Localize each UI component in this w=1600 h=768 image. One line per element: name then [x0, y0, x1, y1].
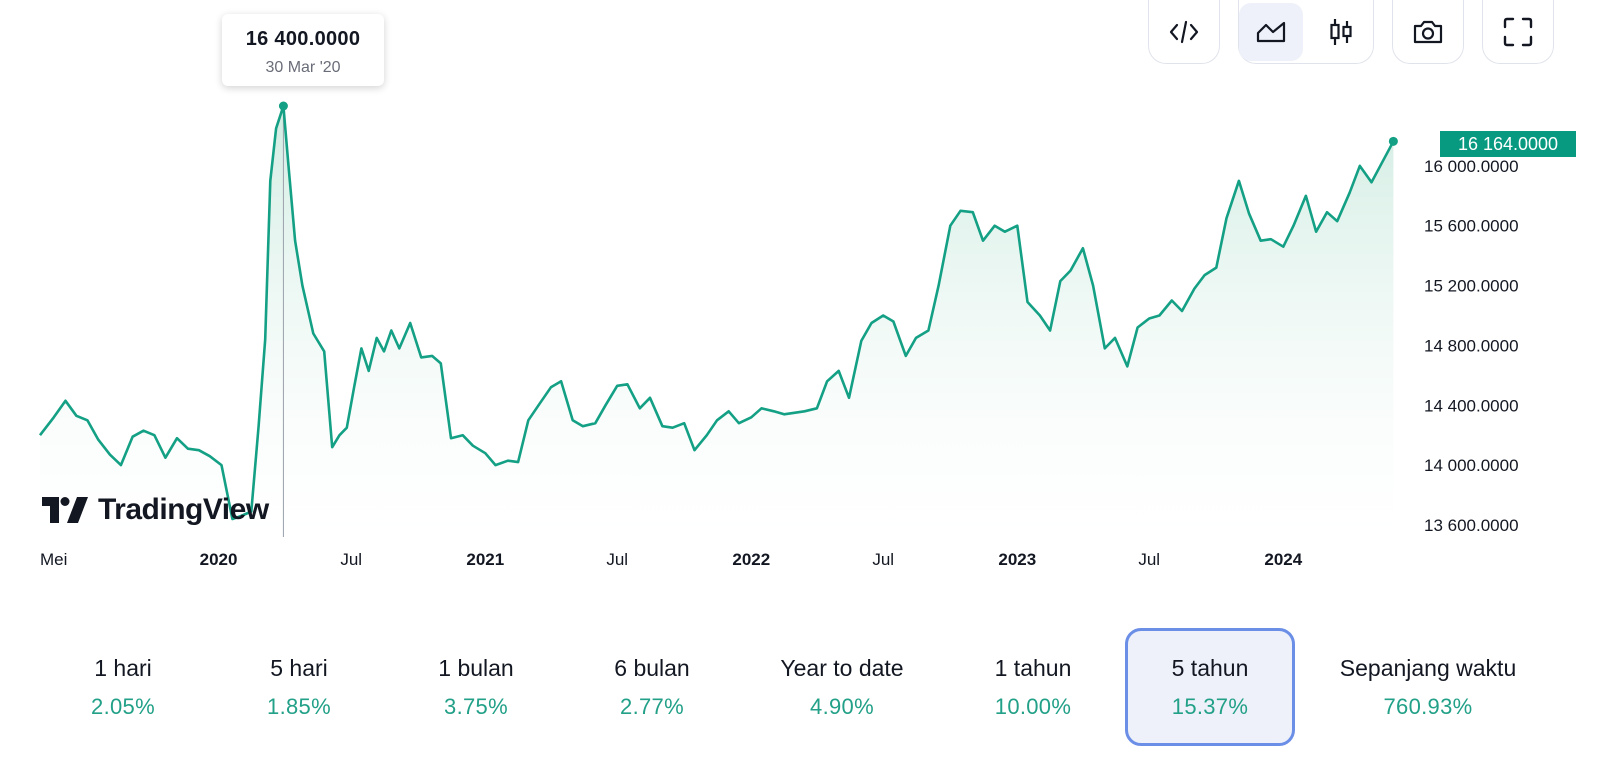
tradingview-logo[interactable]: TradingView [42, 490, 269, 530]
camera-icon [1411, 15, 1445, 49]
period-tab[interactable]: 5 hari 1.85% [224, 628, 374, 746]
period-change: 2.77% [620, 693, 684, 719]
candlestick-chart-button[interactable] [1309, 3, 1373, 61]
period-change: 15.37% [1171, 693, 1249, 719]
period-tab[interactable]: 1 hari 2.05% [48, 628, 198, 746]
period-tab[interactable]: 5 tahun 15.37% [1125, 628, 1295, 746]
period-tab[interactable]: Sepanjang waktu 760.93% [1318, 628, 1538, 746]
period-label: 5 tahun [1171, 654, 1249, 681]
x-tick-label: Jul [1138, 550, 1160, 569]
x-tick-label: 2022 [732, 550, 770, 569]
period-change: 4.90% [810, 693, 874, 719]
y-tick-label: 16 000.0000 [1424, 157, 1519, 176]
y-tick-label: 15 200.0000 [1424, 277, 1519, 296]
x-tick-label: 2020 [200, 550, 238, 569]
period-tab[interactable]: 6 bulan 2.77% [577, 628, 727, 746]
tooltip-date: 30 Mar '20 [265, 59, 341, 76]
chart-type-group [1238, 0, 1374, 64]
period-selector: 1 hari 2.05% 5 hari 1.85% 1 bulan 3.75% 6 bula… [36, 628, 1566, 748]
price-chart[interactable]: 13 600.0000 14 000.0000 14 400.0000 14 800.… [0, 0, 1600, 600]
fullscreen-button[interactable] [1482, 0, 1554, 64]
period-tab[interactable]: 1 tahun 10.00% [958, 628, 1108, 746]
x-tick-label: Jul [606, 550, 628, 569]
period-change: 2.05% [91, 693, 155, 719]
period-change: 1.85% [267, 693, 331, 719]
y-tick-label: 14 000.0000 [1424, 456, 1519, 475]
y-tick-label: 13 600.0000 [1424, 516, 1519, 535]
x-tick-label: 2021 [466, 550, 504, 569]
area-chart-button[interactable] [1239, 2, 1303, 61]
period-tab[interactable]: 1 bulan 3.75% [401, 628, 551, 746]
period-change: 3.75% [444, 693, 508, 719]
price-area-fill [40, 106, 1394, 540]
embed-button[interactable] [1148, 0, 1220, 64]
x-tick-label: Jul [872, 550, 894, 569]
last-point [1388, 136, 1398, 146]
x-tick-label: Jul [340, 550, 362, 569]
tradingview-logo-icon [42, 497, 88, 523]
period-label: 5 hari [270, 654, 328, 681]
tradingview-logo-text: TradingView [98, 493, 269, 526]
period-label: 6 bulan [614, 654, 690, 681]
x-tick-label: 2024 [1264, 550, 1302, 569]
tooltip-value: 16 400.0000 [245, 28, 361, 50]
y-tick-label: 15 600.0000 [1424, 217, 1519, 236]
fullscreen-icon [1501, 15, 1535, 49]
last-price-label: 16 164.0000 [1440, 131, 1576, 157]
price-line[interactable] [38, 104, 1395, 521]
period-label: 1 hari [94, 654, 152, 681]
area-chart-icon [1254, 15, 1288, 49]
hover-point [278, 101, 288, 111]
period-tab[interactable]: Year to date 4.90% [757, 628, 927, 746]
y-tick-label: 14 400.0000 [1424, 396, 1519, 415]
period-label: Sepanjang waktu [1339, 654, 1517, 681]
embed-code-icon [1167, 15, 1201, 49]
x-tick-label: Mei [40, 550, 67, 569]
period-label: Year to date [780, 654, 904, 681]
screenshot-button[interactable] [1392, 0, 1464, 64]
period-label: 1 tahun [994, 654, 1072, 681]
y-tick-label: 14 800.0000 [1424, 336, 1519, 355]
period-change: 760.93% [1383, 693, 1473, 719]
period-change: 10.00% [994, 693, 1072, 719]
period-label: 1 bulan [438, 654, 514, 681]
price-tooltip: 16 400.0000 30 Mar '20 [222, 14, 384, 86]
x-tick-label: 2023 [998, 550, 1036, 569]
candlestick-chart-icon [1324, 15, 1358, 49]
